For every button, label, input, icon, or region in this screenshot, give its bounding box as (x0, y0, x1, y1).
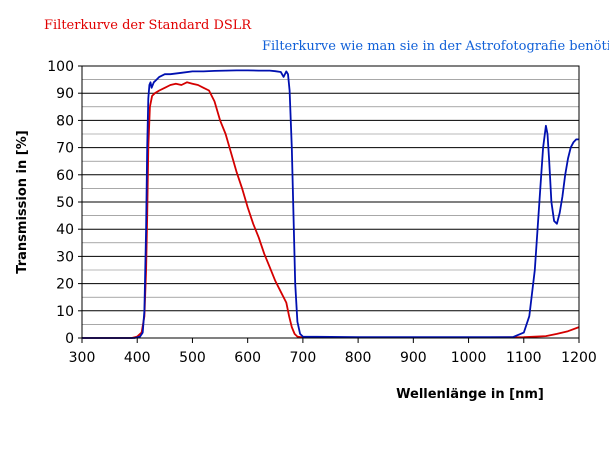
x-tick-label: 900 (400, 350, 427, 366)
series-line-1 (82, 69, 579, 339)
x-axis-title: Wellenlänge in [nm] (396, 387, 544, 402)
y-tick-label: 20 (56, 277, 74, 293)
y-tick-label: 10 (56, 304, 74, 320)
y-tick-label: 80 (56, 113, 74, 129)
x-tick-label: 700 (290, 350, 317, 366)
y-tick-label: 90 (56, 86, 74, 102)
x-axis-ticks: 300 400 500 600 700 800 900 1000 1100 1200 (69, 338, 597, 366)
y-tick-label: 60 (56, 168, 74, 184)
annotation-astro: Filterkurve wie man sie in der Astrofoto… (262, 39, 609, 54)
x-tick-label: 1100 (506, 350, 542, 366)
plot-frame (81, 65, 580, 339)
x-tick-label: 800 (345, 350, 372, 366)
y-axis-title: Transmission in [%] (15, 130, 30, 273)
y-axis-ticks: 0 10 20 30 40 50 60 70 80 90 100 (47, 59, 82, 347)
grid-lines (82, 65, 579, 339)
x-tick-label: 600 (234, 350, 261, 366)
x-tick-label: 1000 (451, 350, 487, 366)
x-tick-label: 500 (179, 350, 206, 366)
x-tick-label: 1200 (561, 350, 597, 366)
y-tick-label: 30 (56, 249, 74, 265)
y-tick-label: 100 (47, 59, 74, 75)
series-group (82, 69, 580, 339)
annotation-dslr: Filterkurve der Standard DSLR (44, 18, 252, 33)
y-tick-label: 0 (65, 331, 74, 347)
y-tick-label: 70 (56, 141, 74, 157)
x-tick-label: 400 (124, 350, 151, 366)
x-tick-label: 300 (69, 350, 96, 366)
y-tick-label: 50 (56, 195, 74, 211)
y-tick-label: 40 (56, 222, 74, 238)
